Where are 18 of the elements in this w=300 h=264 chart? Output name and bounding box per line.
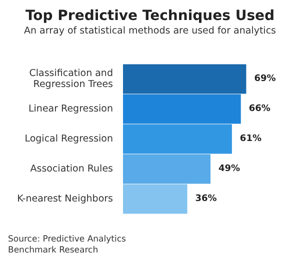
bar [123,154,210,184]
data-label: 36% [195,194,217,204]
source-note: Source: Predictive Analytics Benchmark Research [8,234,129,256]
y-tick-label: Classification and Regression Trees [29,68,114,90]
y-tick-label: Association Rules [30,164,114,174]
bar [123,64,246,94]
data-label: 49% [218,164,240,174]
bar [123,94,241,124]
y-tick-label: Linear Regression [28,104,113,114]
chart-subtitle: An array of statistical methods are used for analytics [24,26,276,36]
data-label: 69% [254,74,276,84]
data-label: 66% [248,104,270,114]
y-tick-label: Logical Regression [24,134,113,144]
y-tick-label: K-nearest Neighbors [17,194,114,204]
bar [123,124,232,154]
bar [123,184,188,214]
chart-title: Top Predictive Techniques Used [25,8,275,24]
data-label: 61% [240,134,262,144]
